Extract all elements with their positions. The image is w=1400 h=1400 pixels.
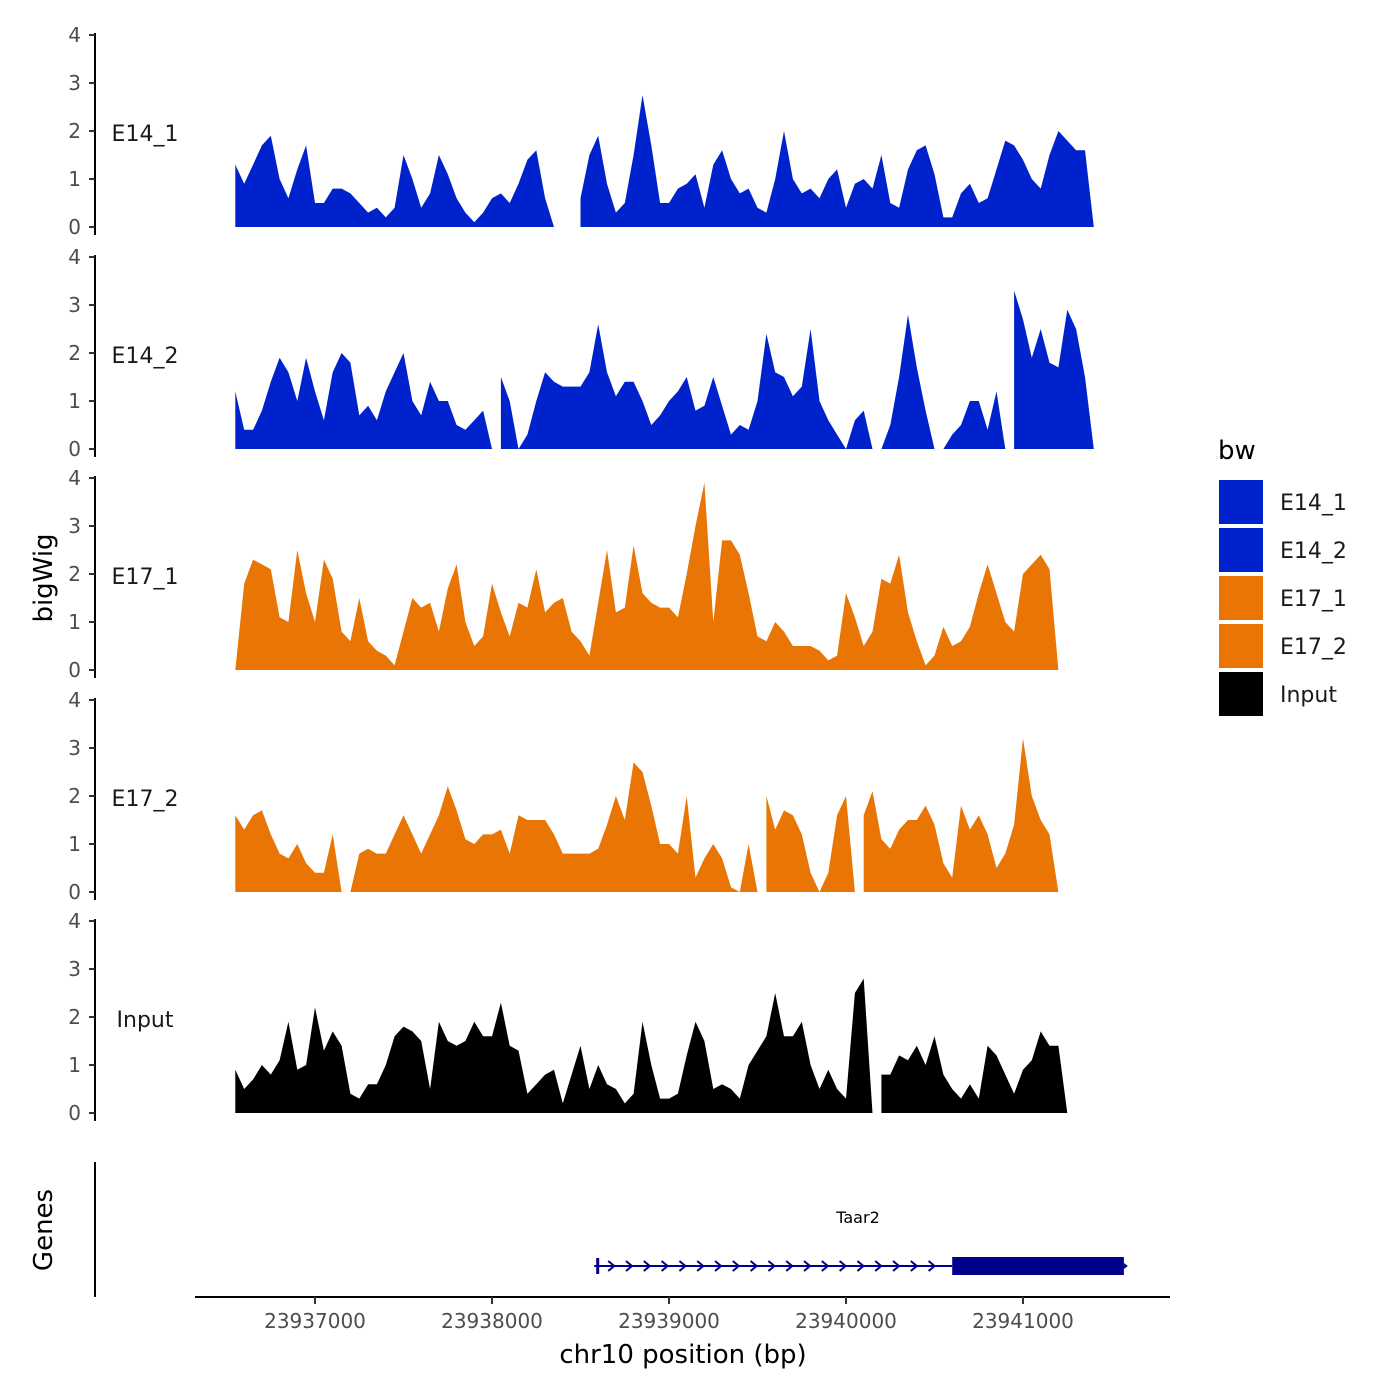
- gene-name-label: Taar2: [835, 1208, 880, 1227]
- legend-swatch-e17-1: [1219, 576, 1263, 620]
- y-tick-label: 4: [68, 466, 81, 490]
- y-tick-label: 2: [68, 341, 81, 365]
- legend-label: E17_2: [1280, 635, 1347, 660]
- y-tick-label: 1: [68, 389, 81, 413]
- y-tick-label: 0: [68, 1101, 81, 1125]
- y-tick-label: 1: [68, 832, 81, 856]
- strand-arrow: [927, 1260, 937, 1272]
- gene-end-marker: [1123, 1263, 1128, 1269]
- strand-arrow: [660, 1260, 670, 1272]
- strand-arrow: [892, 1260, 901, 1272]
- y-tick-label: 3: [68, 71, 81, 95]
- legend-label: E17_1: [1280, 587, 1347, 612]
- legend-label: E14_2: [1280, 539, 1347, 564]
- strand-arrow: [714, 1260, 723, 1272]
- track-e14-1: 0 1 2 3 4 E14_1: [68, 23, 1121, 239]
- y-tick-label: 0: [68, 658, 81, 682]
- strand-arrow: [803, 1260, 812, 1272]
- y-tick-label: 2: [68, 784, 81, 808]
- gene-exon-block: [952, 1257, 1124, 1275]
- area-input: [235, 978, 1121, 1113]
- y-tick-label: 1: [68, 167, 81, 191]
- x-tick-label: 23939000: [618, 1309, 720, 1333]
- track-label: E17_2: [112, 787, 179, 812]
- track-label: E14_1: [112, 122, 179, 147]
- track-e14-2: 0 1 2 3 4 E14_2: [68, 245, 1121, 461]
- x-tick-label: 23937000: [264, 1309, 366, 1333]
- x-axis: 23937000 23938000 23939000 23940000 23941000: [195, 1296, 1170, 1333]
- y-tick-label: 1: [68, 610, 81, 634]
- strand-arrow: [838, 1260, 848, 1272]
- legend-swatch-e14-2: [1219, 528, 1263, 572]
- y-tick-label: 3: [68, 514, 81, 538]
- legend-label: E14_1: [1280, 491, 1347, 516]
- y-tick-label: 1: [68, 1053, 81, 1077]
- strand-arrow: [749, 1260, 759, 1272]
- legend: bw E14_1 E14_2 E17_1 E17_2 Input: [1218, 436, 1347, 716]
- y-tick-label: 4: [68, 245, 81, 269]
- y-tick-label: 0: [68, 880, 81, 904]
- x-tick-label: 23941000: [972, 1309, 1074, 1333]
- strand-arrow: [625, 1260, 634, 1272]
- legend-title: bw: [1218, 436, 1256, 466]
- y-tick-label: 0: [68, 437, 81, 461]
- strand-arrow: [607, 1260, 616, 1272]
- track-e17-2: 0 1 2 3 4 E17_2: [68, 688, 1121, 904]
- y-tick-label: 2: [68, 562, 81, 586]
- legend-label: Input: [1280, 683, 1337, 708]
- y-tick-label: 3: [68, 957, 81, 981]
- tracks-layer: 0 1 2 3 4 E14_1 0 1 2 3 4 E14_2 0 1 2 3 4 E17_1 0 1 2 3 4 E17_2…: [68, 23, 1121, 1125]
- y-tick-label: 4: [68, 688, 81, 712]
- strand-arrow: [910, 1260, 919, 1272]
- y-tick-label: 4: [68, 23, 81, 47]
- track-e17-1: 0 1 2 3 4 E17_1: [68, 466, 1121, 682]
- y-tick-label: 3: [68, 293, 81, 317]
- genes-layer: Taar2: [94, 1162, 1128, 1297]
- y-tick-label: 3: [68, 736, 81, 760]
- strand-arrow: [874, 1260, 883, 1272]
- track-label: Input: [117, 1008, 174, 1033]
- strand-arrow: [643, 1260, 652, 1272]
- strand-arrow: [785, 1260, 794, 1272]
- area-e14-1: [235, 95, 1121, 227]
- x-tick-label: 23938000: [441, 1309, 543, 1333]
- strand-arrow: [821, 1260, 830, 1272]
- track-input: 0 1 2 3 4 Input: [68, 909, 1121, 1125]
- track-label: E14_2: [112, 344, 179, 369]
- area-e14-2: [235, 290, 1121, 449]
- strand-arrow: [696, 1260, 705, 1272]
- y-tick-label: 2: [68, 1005, 81, 1029]
- legend-swatch-input: [1219, 672, 1263, 716]
- y-tick-label: 0: [68, 215, 81, 239]
- x-tick-label: 23940000: [795, 1309, 897, 1333]
- genes-track-title: Genes: [29, 1189, 59, 1271]
- gene-model: Taar2: [594, 1208, 1128, 1275]
- area-e17-2: [235, 738, 1121, 892]
- legend-swatch-e17-2: [1219, 624, 1263, 668]
- strand-arrow: [856, 1260, 865, 1272]
- track-label: E17_1: [112, 565, 179, 590]
- y-tick-label: 4: [68, 909, 81, 933]
- strand-arrow: [732, 1260, 741, 1272]
- gene-start-marker: [596, 1258, 600, 1274]
- y-axis-title: bigWig: [29, 533, 59, 622]
- y-tick-label: 2: [68, 119, 81, 143]
- area-e17-1: [235, 482, 1121, 670]
- strand-arrow: [678, 1260, 687, 1272]
- x-axis-title: chr10 position (bp): [559, 1340, 806, 1370]
- strand-arrow: [767, 1260, 776, 1272]
- legend-swatch-e14-1: [1219, 480, 1263, 524]
